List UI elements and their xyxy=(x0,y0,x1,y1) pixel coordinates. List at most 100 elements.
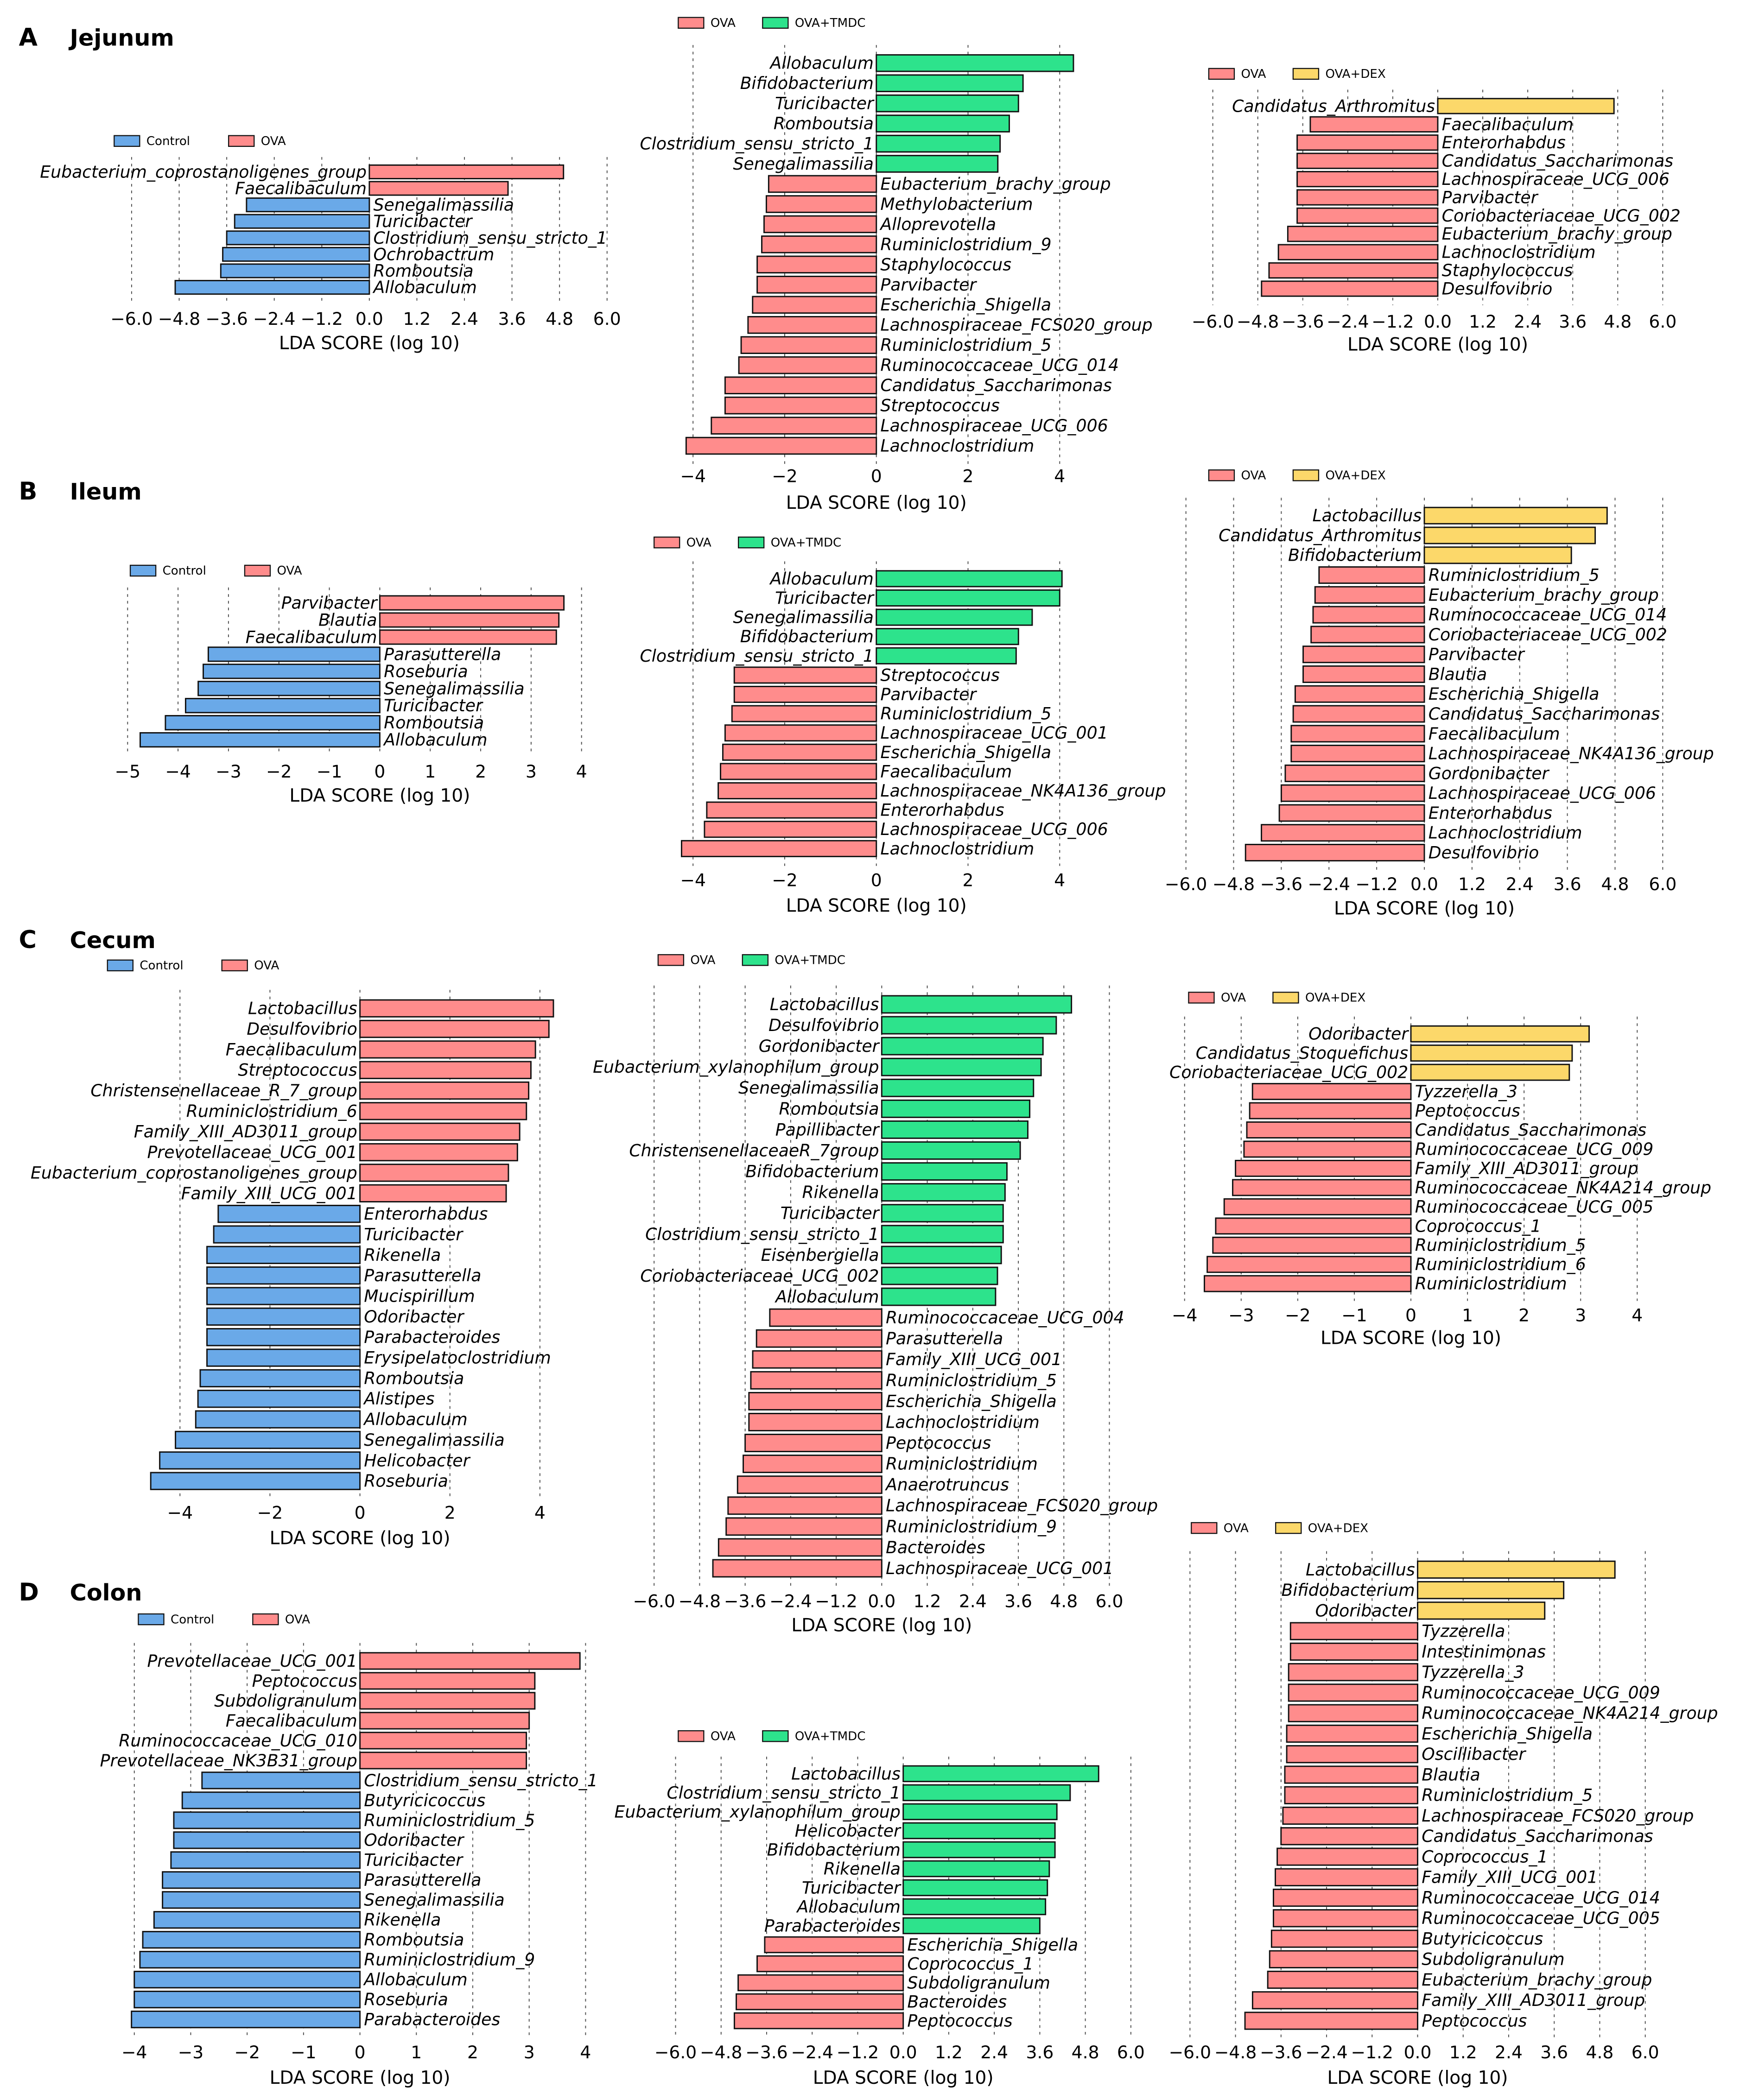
bar-desulfovibrio xyxy=(1244,844,1425,862)
bar-label: Peptococcus xyxy=(886,1433,991,1453)
x-tick-label: 4 xyxy=(580,2042,591,2062)
bar-enterorhabdus xyxy=(217,1205,361,1223)
bar-label: Allobaculum xyxy=(769,569,874,588)
bar-candidatus-saccharimonas xyxy=(1280,1827,1418,1846)
bar-label: Prevotellaceae_UCG_001 xyxy=(147,1651,357,1671)
x-tick-label: 1.2 xyxy=(1458,874,1486,894)
x-tick-label: 3 xyxy=(526,761,537,782)
bar-parvibacter xyxy=(1302,645,1425,664)
bar-label: Parvibacter xyxy=(1442,187,1539,207)
legend-swatch xyxy=(1292,469,1320,481)
bar-allobaculum xyxy=(133,1971,361,1989)
bar-label: Clostridium_sensu_stricto_1 xyxy=(667,1783,900,1803)
x-tick-label: −6.0 xyxy=(1165,874,1207,894)
bar-label: Eubacterium_xylanophilum_group xyxy=(593,1057,879,1077)
x-axis-label: LDA SCORE (log 10) xyxy=(279,333,460,354)
section-B-header: B Ileum xyxy=(19,478,142,506)
bar-bifidobacterium xyxy=(881,1162,1008,1181)
lda-chart-A-ova-dex: −6.0 −4.8 −3.6 −2.4 −1.2 0.0 1.2 2.4 3.6 4.8 6.0 Ca… xyxy=(1192,67,1681,355)
x-tick-label: 6.0 xyxy=(1117,2042,1145,2062)
bar-label: Enterorhabdus xyxy=(880,800,1004,820)
bar-parvibacter xyxy=(379,595,565,611)
lda-chart-A-ova: −6.0 −4.8 −3.6 −2.4 −1.2 0.0 1.2 2.4 3.6 4.8 6.0 Eu… xyxy=(40,134,621,354)
bar-label: Lachnoclostridium xyxy=(1429,823,1582,843)
bar-label: Family_XIII_AD3011_group xyxy=(1422,1990,1645,2010)
bar-candidatus-saccharimonas xyxy=(1292,705,1425,723)
bar-parasutterella xyxy=(162,1871,361,1889)
x-axis-label: LDA SCORE (log 10) xyxy=(791,1615,972,1636)
bar-label: Escherichia_Shigella xyxy=(1429,684,1600,704)
bar-odoribacter xyxy=(1410,1025,1590,1043)
bar-label: Ruminiclostridium_5 xyxy=(886,1370,1057,1390)
bar-gordonibacter xyxy=(1284,764,1425,782)
x-tick-label: −4 xyxy=(680,466,706,486)
x-tick-label: −2 xyxy=(1285,1305,1311,1325)
section-title: Cecum xyxy=(70,927,156,954)
bar-rikenella xyxy=(206,1246,361,1264)
bar-enterorhabdus xyxy=(1296,134,1439,151)
x-tick-label: −3 xyxy=(178,2042,204,2062)
x-tick-label: 4.8 xyxy=(1072,2042,1099,2062)
legend-label: OVA+TMDC xyxy=(775,954,845,968)
bar-label: ChristensenellaceaeR_7group xyxy=(629,1140,879,1160)
x-tick-label: −6.0 xyxy=(654,2042,697,2062)
bar-label: Parvibacter xyxy=(880,684,977,704)
bar-lachnospiraceae-fcs020-group xyxy=(747,316,877,334)
x-tick-label: −4.8 xyxy=(679,1591,721,1612)
bar-label: Ruminococcaceae_NK4A214_group xyxy=(1415,1177,1711,1197)
bar-label: Roseburia xyxy=(384,661,468,681)
legend-label: OVA+TMDC xyxy=(771,536,842,550)
legend-label: OVA xyxy=(1221,991,1246,1005)
bar-label: Faecalibaculum xyxy=(880,761,1012,781)
bar-coriobacteriaceae-ucg-002 xyxy=(1410,1063,1570,1081)
bar-rikenella xyxy=(153,1911,361,1929)
legend-swatch xyxy=(678,17,705,29)
bar-label: Ruminococcaceae_NK4A214_group xyxy=(1422,1703,1718,1723)
x-tick-label: −6.0 xyxy=(1192,311,1234,332)
x-tick-label: −1.2 xyxy=(1355,874,1397,894)
x-tick-label: 4 xyxy=(1632,1305,1643,1325)
bar-label: Subdoligranulum xyxy=(1422,1949,1565,1969)
legend-swatch xyxy=(1208,469,1235,481)
x-tick-label: −2 xyxy=(772,466,798,486)
bar-odoribacter xyxy=(1417,1601,1546,1620)
bar-bacteroides xyxy=(736,1993,904,2011)
bar-label: Oscillibacter xyxy=(1422,1744,1526,1764)
x-tick-label: −1 xyxy=(317,761,343,782)
bar-label: Subdoligranulum xyxy=(214,1691,357,1711)
bar-label: Butyricicoccus xyxy=(1422,1929,1543,1948)
bar-blautia xyxy=(1284,1765,1418,1784)
bar-allobaculum xyxy=(876,54,1074,72)
x-tick-label: −2 xyxy=(266,761,292,782)
bar-lachnospiraceae-ucg-006 xyxy=(711,417,877,435)
x-tick-label: −2.4 xyxy=(1308,874,1350,894)
bar-label: Christensenellaceae_R_7_group xyxy=(90,1081,357,1101)
bar-allobaculum xyxy=(881,1287,997,1306)
x-tick-label: 6.0 xyxy=(1632,2042,1659,2062)
bar-ruminiclostridium-5 xyxy=(173,1811,361,1829)
bar-label: Odoribacter xyxy=(1308,1024,1409,1044)
x-tick-label: −2 xyxy=(257,1502,283,1523)
legend-swatch xyxy=(762,17,789,29)
bar-label: Ruminiclostridium_5 xyxy=(880,335,1051,355)
bar-label: Tyzzerella xyxy=(1422,1621,1505,1641)
bar-tyzzerella-3 xyxy=(1251,1083,1412,1101)
bar-blautia xyxy=(379,612,560,628)
bar-streptococcus xyxy=(359,1061,532,1079)
bar-lachnospiraceae-ucg-001 xyxy=(724,724,877,742)
x-axis-label: LDA SCORE (log 10) xyxy=(1347,334,1528,355)
bar-erysipelatoclostridium xyxy=(206,1348,361,1367)
bar-label: Bacteroides xyxy=(907,1992,1007,2011)
bar-label: Subdoligranulum xyxy=(907,1973,1050,1992)
bar-ruminiclostridium-5 xyxy=(1318,566,1425,584)
bar-label: Candidatus_Arthromitus xyxy=(1219,525,1422,545)
x-tick-label: 6.0 xyxy=(593,309,621,329)
bar-eubacterium-brachy-group xyxy=(768,175,877,193)
bar-label: Romboutsia xyxy=(364,1930,464,1950)
bar-escherichia-shigella xyxy=(764,1936,904,1954)
x-tick-label: 3.6 xyxy=(1004,1591,1032,1612)
x-tick-label: 4 xyxy=(534,1502,546,1523)
x-tick-label: −3.6 xyxy=(745,2042,787,2062)
x-tick-label: 2.4 xyxy=(1495,2042,1523,2062)
bar-label: Alloprevotella xyxy=(879,214,996,234)
